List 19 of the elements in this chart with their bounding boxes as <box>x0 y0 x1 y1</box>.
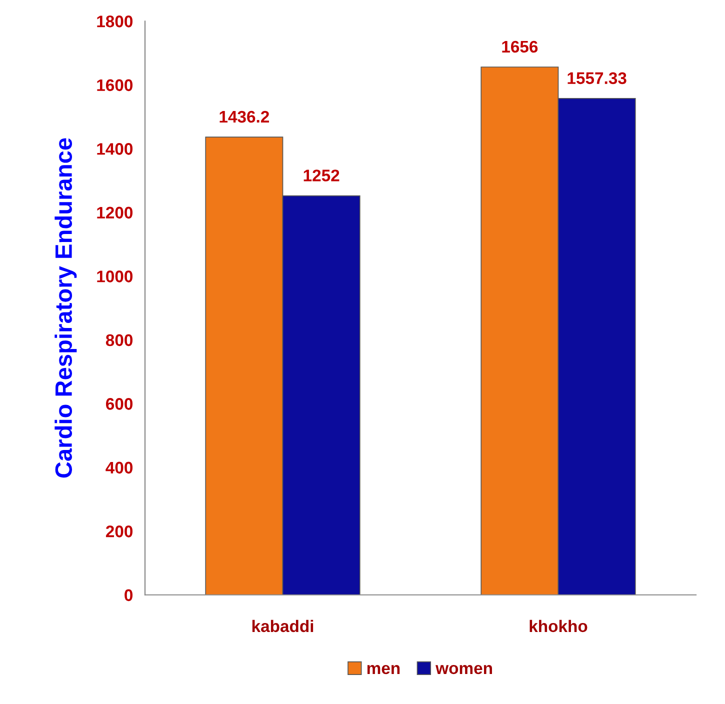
data-label: 1252 <box>304 170 340 182</box>
y-tick-label: 200 <box>106 526 133 538</box>
data-label: 1436.2 <box>220 110 270 123</box>
data-label: 1656 <box>502 40 538 53</box>
y-tick-label: 1200 <box>97 206 133 219</box>
legend-label: women <box>436 664 492 674</box>
legend-label: men <box>367 664 400 674</box>
y-tick-label: 0 <box>124 589 133 602</box>
y-axis-title: Cardio Respiratory Endurance <box>54 138 77 478</box>
y-tick-label: 1800 <box>97 16 133 28</box>
y-tick-label: 600 <box>106 398 133 410</box>
y-tick-label: 800 <box>106 334 133 346</box>
y-tick-label: 1400 <box>97 143 133 155</box>
y-tick-label: 1000 <box>97 270 133 282</box>
y-tick-label: 1600 <box>97 79 133 92</box>
y-tick-label: 400 <box>106 462 133 474</box>
x-tick-label: khokho <box>530 620 588 632</box>
x-tick-label: kabaddi <box>252 620 314 632</box>
data-label: 1557.33 <box>568 72 626 84</box>
